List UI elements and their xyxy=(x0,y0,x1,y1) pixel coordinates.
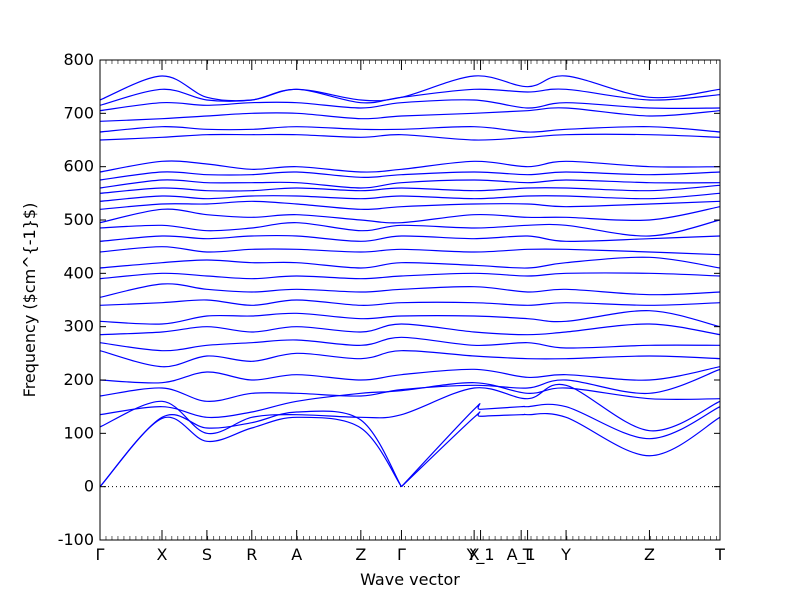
phonon-band-12 xyxy=(100,310,720,328)
y-tick-label: 100 xyxy=(63,423,94,442)
phonon-band-15 xyxy=(100,272,720,280)
phonon-band-9 xyxy=(100,350,720,368)
plot-frame xyxy=(99,59,721,541)
y-tick-label: 700 xyxy=(63,103,94,122)
x-tick-label: X xyxy=(469,545,480,564)
x-tick-label: S xyxy=(202,545,212,564)
phonon-band-19 xyxy=(100,219,720,237)
x-tick-label: Γ xyxy=(397,545,406,564)
y-axis-label: Frequency ($cm^{-1}$) xyxy=(20,203,39,398)
phonon-band-20 xyxy=(100,206,720,224)
phonon-band-23 xyxy=(100,184,720,194)
y-tick-label: 0 xyxy=(84,477,94,496)
phonon-band-24 xyxy=(100,179,720,189)
y-tick-label: 400 xyxy=(63,263,94,282)
x-tick-label: A_1 xyxy=(507,545,536,565)
x-tick-label: R xyxy=(246,545,257,564)
phonon-band-13 xyxy=(100,299,720,306)
phonon-band-30 xyxy=(100,99,720,112)
y-tick-label: -100 xyxy=(58,530,94,549)
phonon-band-1 xyxy=(100,416,402,488)
phonon-band-22 xyxy=(100,192,720,202)
phonon-band-7 xyxy=(100,368,720,402)
x-tick-label: Y_1 xyxy=(466,545,495,565)
y-tick-label: 600 xyxy=(63,157,94,176)
plot-area: Γ X S R A Z Γ XY_1 A_1T Y Z T -10001002003004005006… xyxy=(58,50,725,565)
phonon-band-18 xyxy=(100,234,720,242)
phonon-band-25 xyxy=(100,171,720,181)
phonon-bands xyxy=(100,75,720,488)
y-tick-label: 200 xyxy=(63,370,94,389)
phonon-band-8 xyxy=(100,366,720,384)
x-tick-label: A xyxy=(291,545,302,564)
phonon-band-10 xyxy=(100,336,720,352)
x-tick-label: T xyxy=(522,545,533,564)
phonon-band-29 xyxy=(100,107,720,122)
x-tick-label: Y xyxy=(560,545,571,564)
phonon-band-32 xyxy=(100,75,720,102)
x-tick-label: Γ xyxy=(96,545,105,564)
phonon-band-4 xyxy=(401,403,720,488)
y-tick-label: 300 xyxy=(63,317,94,336)
phonon-band-14 xyxy=(100,283,720,298)
phonon-band-11 xyxy=(100,323,720,336)
x-axis-label: Wave vector xyxy=(360,570,460,589)
x-axis-ticks: Γ X S R A Z Γ XY_1 A_1T Y Z T xyxy=(96,60,725,565)
phonon-band-3 xyxy=(401,411,720,488)
phonon-band-5 xyxy=(100,383,720,435)
x-tick-label: Z xyxy=(644,545,655,564)
x-tick-label: X xyxy=(157,545,168,564)
phonon-band-26 xyxy=(100,160,720,173)
y-tick-label: 800 xyxy=(63,50,94,69)
phonon-band-2 xyxy=(100,410,402,488)
phonon-band-21 xyxy=(100,200,720,210)
x-tick-label: T xyxy=(714,545,725,564)
phonon-band-16 xyxy=(100,256,720,269)
phonon-band-17 xyxy=(100,246,720,256)
phonon-band-27 xyxy=(100,133,720,141)
phonon-band-28 xyxy=(100,126,720,133)
x-tick-label: Z xyxy=(355,545,366,564)
y-tick-label: 500 xyxy=(63,210,94,229)
